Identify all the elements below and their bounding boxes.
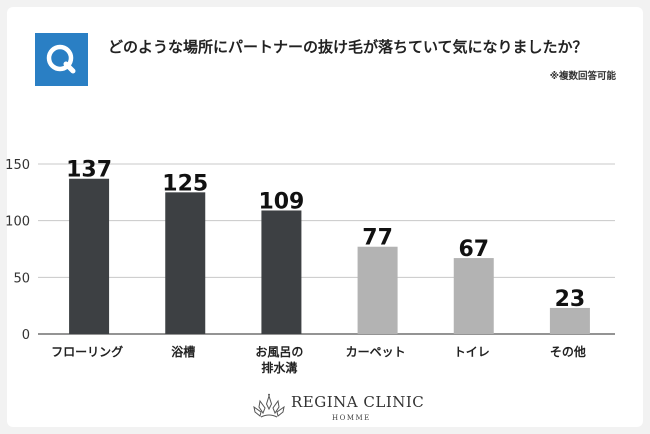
data-label: 109 (258, 189, 304, 214)
question-badge (35, 33, 88, 86)
question-text: どのような場所にパートナーの抜け毛が落ちていて気になりましたか？ (108, 38, 588, 56)
bar (165, 192, 206, 334)
data-label: 67 (458, 237, 489, 262)
bar (261, 210, 302, 334)
x-tick-label: トイレ (454, 345, 490, 359)
x-tick-label: お風呂の (255, 345, 303, 359)
data-label: 125 (162, 171, 208, 196)
question-q-icon (46, 44, 76, 74)
y-tick-label: 0 (22, 328, 30, 343)
x-tick-label: カーペット (346, 345, 406, 359)
bar (69, 178, 110, 334)
chart-card (7, 7, 643, 427)
data-label: 23 (555, 287, 586, 312)
y-tick-label: 150 (5, 158, 30, 173)
y-tick-label: 100 (5, 215, 30, 230)
bar (357, 246, 398, 334)
data-label: 77 (362, 226, 393, 251)
lotus-crown-logo-icon (253, 393, 285, 418)
x-tick-label: その他 (550, 344, 586, 359)
y-tick-label: 50 (13, 271, 30, 286)
bar (549, 307, 590, 334)
data-label: 137 (66, 158, 112, 183)
bar (453, 258, 494, 334)
x-tick-label: フローリング (51, 344, 123, 359)
x-tick-label: 浴槽 (171, 344, 195, 359)
multiple-answer-note: ※複数回答可能 (549, 71, 616, 82)
x-tick-label: 排水溝 (261, 360, 297, 375)
brand-name: REGINA CLINIC (291, 393, 425, 411)
brand-sub: HOMME (332, 414, 371, 422)
